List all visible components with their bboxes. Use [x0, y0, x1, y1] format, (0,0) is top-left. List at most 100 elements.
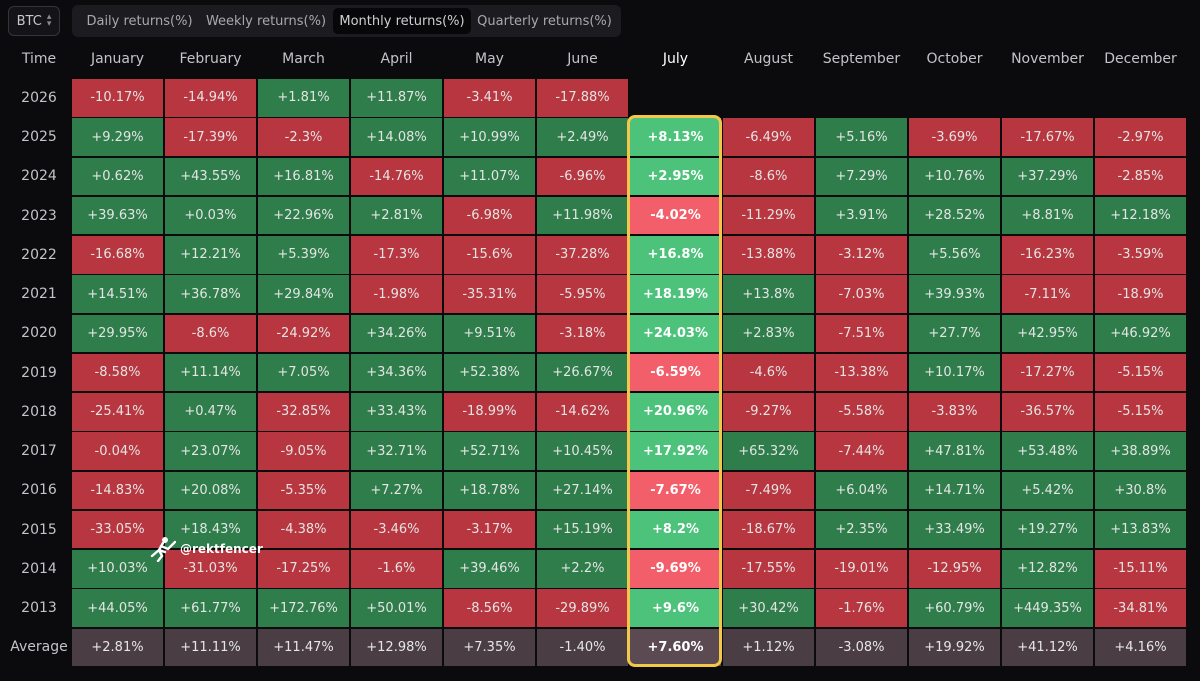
average-cell: +2.81% [72, 628, 163, 666]
return-cell: +0.03% [165, 196, 256, 235]
year-label: 2022 [21, 246, 57, 263]
return-cell: -17.39% [165, 118, 256, 156]
return-cell: -8.6% [723, 157, 814, 195]
return-cell: +172.76% [258, 589, 349, 627]
return-cell: +32.71% [351, 432, 442, 470]
return-cell: +0.62% [72, 157, 163, 195]
year-label: 2018 [21, 403, 57, 420]
return-cell: +9.6% [630, 589, 721, 627]
return-cell: +12.21% [165, 236, 256, 274]
return-cell: +11.07% [444, 157, 535, 195]
year-label: 2014 [21, 560, 57, 577]
return-cell: +14.08% [351, 118, 442, 156]
return-cell: -7.44% [816, 432, 907, 470]
return-cell: +12.82% [1002, 550, 1093, 588]
return-cell: +14.51% [72, 275, 163, 313]
return-cell: -4.38% [258, 510, 349, 549]
return-cell: +9.51% [444, 314, 535, 352]
return-cell: +46.92% [1095, 314, 1186, 352]
return-cell: +61.77% [165, 589, 256, 627]
return-cell: +10.45% [537, 432, 628, 470]
average-cell: +4.16% [1095, 628, 1186, 666]
year-label: 2025 [21, 129, 57, 145]
return-cell: +30.8% [1095, 471, 1186, 509]
return-cell: -3.69% [909, 118, 1000, 156]
return-cell: -13.38% [816, 353, 907, 392]
return-cell: -25.41% [72, 393, 163, 431]
return-cell: +29.95% [72, 314, 163, 352]
return-cell: -33.05% [72, 510, 163, 549]
year-label: 2023 [21, 207, 57, 224]
year-label: 2019 [21, 364, 57, 381]
return-cell: +20.08% [165, 471, 256, 509]
month-header-june: June [567, 51, 598, 67]
return-cell: +2.49% [537, 118, 628, 156]
average-cell: +11.11% [165, 628, 256, 666]
return-cell: -8.58% [72, 353, 163, 392]
tab-quarterly-returns[interactable]: Quarterly returns(%) [477, 13, 612, 29]
return-cell: +65.32% [723, 432, 814, 470]
return-cell: -12.95% [909, 550, 1000, 588]
return-cell: +5.42% [1002, 471, 1093, 509]
return-cell: +18.43% [165, 510, 256, 549]
return-cell: +5.56% [909, 236, 1000, 274]
return-cell: +60.79% [909, 589, 1000, 627]
return-cell: +7.27% [351, 471, 442, 509]
return-cell: +18.78% [444, 471, 535, 509]
return-cell: -2.97% [1095, 118, 1186, 156]
average-cell: +7.60% [630, 628, 721, 666]
return-cell: +13.83% [1095, 510, 1186, 549]
tab-daily-returns[interactable]: Daily returns(%) [86, 13, 193, 29]
tab-monthly-returns[interactable]: Monthly returns(%) [333, 8, 471, 34]
month-header-july: July [662, 51, 689, 67]
tab-weekly-returns[interactable]: Weekly returns(%) [205, 13, 327, 29]
watermark: @rektfencer [148, 536, 263, 562]
return-cell: -3.18% [537, 314, 628, 352]
year-label: 2016 [21, 482, 57, 499]
return-cell: -32.85% [258, 393, 349, 431]
return-cell: -19.01% [816, 550, 907, 588]
return-cell: -13.88% [723, 236, 814, 274]
return-cell: +52.38% [444, 353, 535, 392]
return-cell: -1.98% [351, 275, 442, 313]
month-header-september: September [822, 51, 901, 67]
return-cell: +10.03% [72, 550, 163, 588]
year-label: 2017 [21, 443, 57, 459]
return-cell: -6.49% [723, 118, 814, 156]
return-cell: -17.55% [723, 550, 814, 588]
return-cell: +11.87% [351, 79, 442, 117]
return-cell: -18.9% [1095, 275, 1186, 313]
return-cell: -1.76% [816, 589, 907, 627]
month-header-may: May [475, 51, 504, 67]
average-cell: +1.12% [723, 628, 814, 666]
return-cell: -5.95% [537, 275, 628, 313]
return-cell: -16.23% [1002, 236, 1093, 274]
return-cell: +50.01% [351, 589, 442, 627]
return-cell: +3.91% [816, 196, 907, 235]
return-cell: -14.83% [72, 471, 163, 509]
return-cell: -17.67% [1002, 118, 1093, 156]
return-cell: -15.11% [1095, 550, 1186, 588]
return-cell: +6.04% [816, 471, 907, 509]
average-cell: +41.12% [1002, 628, 1093, 666]
return-cell: +10.99% [444, 118, 535, 156]
return-cell: +27.14% [537, 471, 628, 509]
return-cell: +52.71% [444, 432, 535, 470]
return-cell: +2.2% [537, 550, 628, 588]
return-cell: +16.8% [630, 236, 721, 274]
return-cell: +18.19% [630, 275, 721, 313]
return-cell: -7.11% [1002, 275, 1093, 313]
month-header-april: April [380, 51, 413, 67]
year-label: 2024 [21, 168, 57, 185]
return-cell: +34.36% [351, 353, 442, 392]
return-cell: -5.35% [258, 471, 349, 509]
return-cell: +53.48% [1002, 432, 1093, 470]
return-cell: -16.68% [72, 236, 163, 274]
return-cell: +20.96% [630, 393, 721, 431]
return-cell: -37.28% [537, 236, 628, 274]
return-cell: -17.27% [1002, 353, 1093, 392]
return-cell: +36.78% [165, 275, 256, 313]
asset-select[interactable]: BTC ▴ ▾ [8, 6, 60, 36]
fencer-icon [150, 537, 176, 562]
return-cell: +34.26% [351, 314, 442, 352]
